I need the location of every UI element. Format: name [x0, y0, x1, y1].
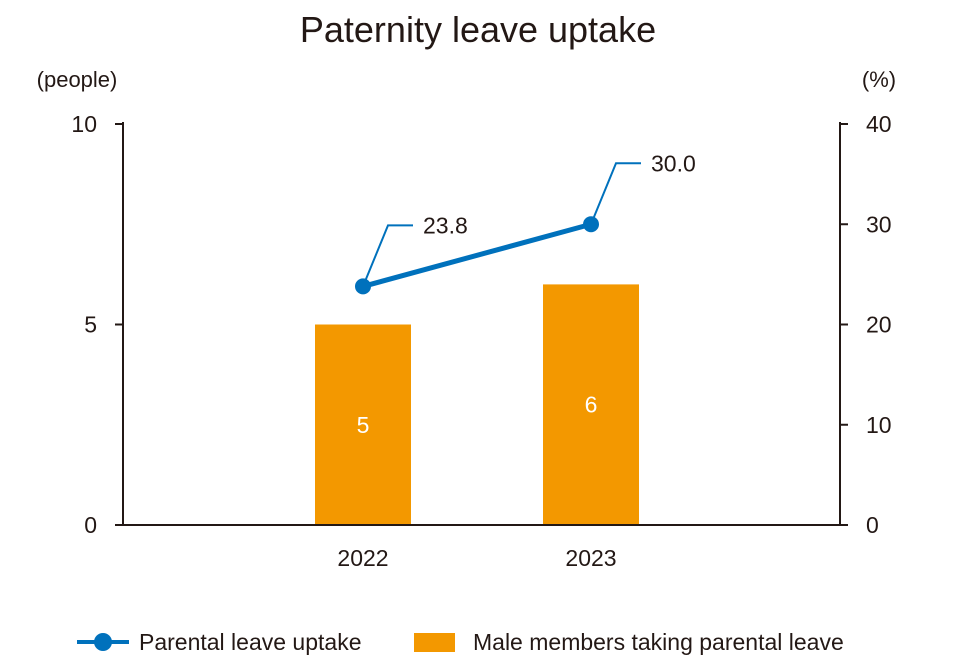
right-tick-label: 20 [866, 312, 892, 338]
bar-value-label: 6 [585, 392, 598, 418]
bar-2022 [315, 324, 411, 525]
legend: Parental leave uptake Male members takin… [77, 629, 844, 655]
bar-value-label: 5 [357, 412, 370, 438]
line-series-path [362, 221, 592, 289]
left-tick-label: 0 [84, 512, 97, 538]
left-tick-label: 5 [84, 312, 97, 338]
bars-layer: 56 [315, 284, 639, 525]
line-label-leader [590, 162, 641, 225]
bar-2023 [543, 284, 639, 525]
legend-label-line-series: Parental leave uptake [139, 629, 362, 655]
right-tick-label: 30 [866, 211, 892, 237]
line-point-2022 [355, 278, 371, 295]
line-value-label: 30.0 [651, 150, 696, 176]
right-axis-unit: (%) [862, 67, 896, 92]
x-category-label: 2022 [337, 545, 388, 571]
chart-title: Paternity leave uptake [300, 9, 656, 50]
right-tick-label: 0 [866, 512, 879, 538]
legend-label-bar-series: Male members taking parental leave [473, 629, 844, 655]
line-point-2023 [583, 216, 599, 233]
line-layer: 23.8 30.0 [355, 150, 696, 295]
ticks-layer: 0 5 10 0 10 20 30 40 2022 2023 [71, 111, 891, 571]
right-tick-label: 40 [866, 111, 892, 137]
line-value-label: 23.8 [423, 212, 468, 238]
line-label-leader [362, 224, 413, 287]
legend-line-marker [94, 633, 112, 651]
left-axis-unit: (people) [37, 67, 118, 92]
legend-bar-swatch [414, 633, 455, 652]
left-tick-label: 10 [71, 111, 97, 137]
x-category-label: 2023 [565, 545, 616, 571]
right-tick-label: 10 [866, 412, 892, 438]
